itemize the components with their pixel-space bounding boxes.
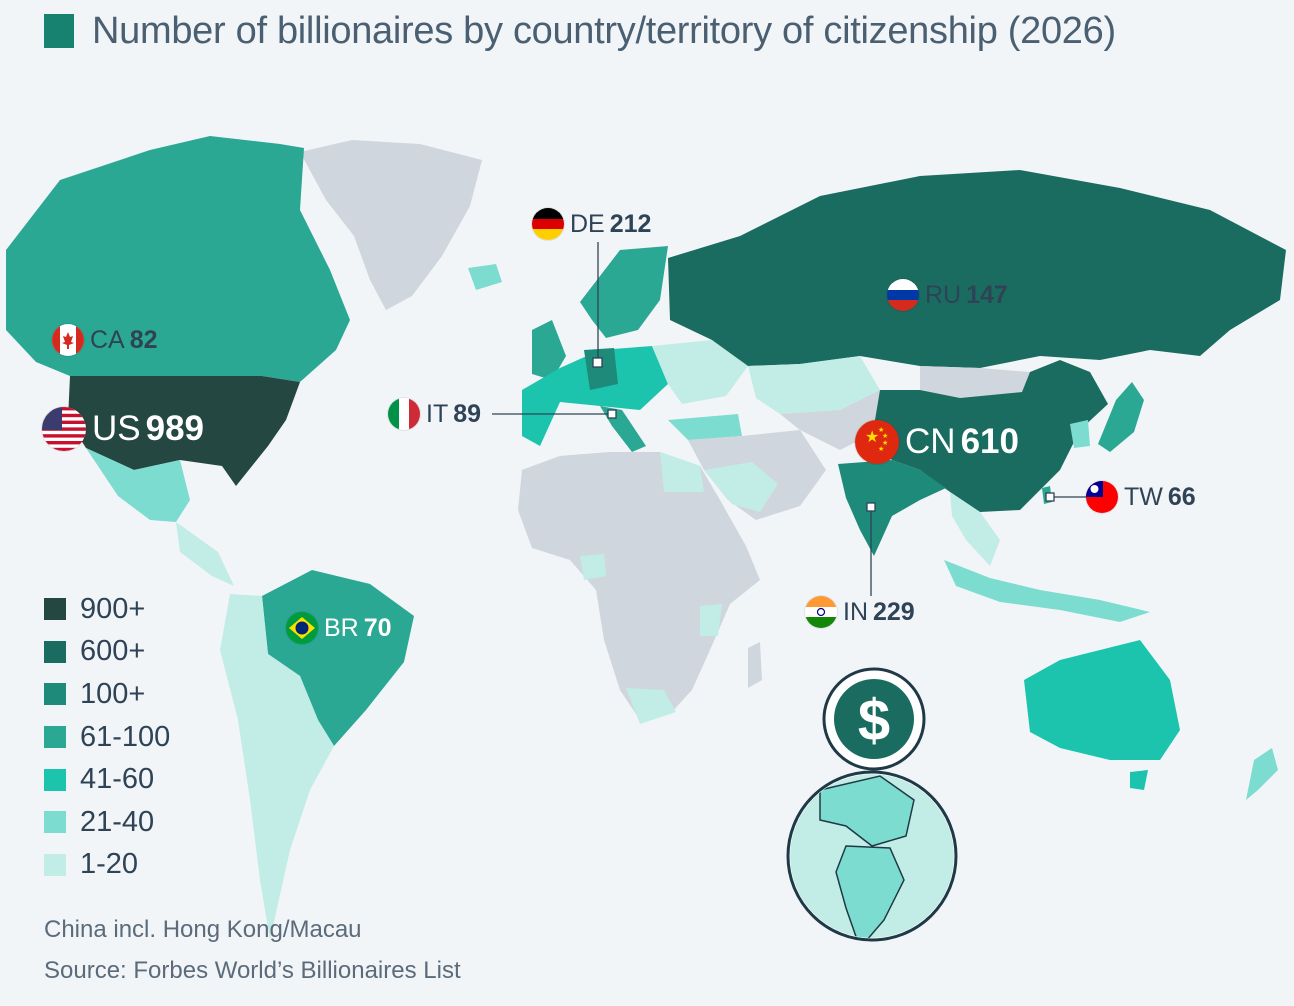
svg-text:★: ★ [882,432,888,440]
region-russia [668,170,1286,368]
region-scandinavia [580,246,668,338]
region-india [838,460,946,556]
region-australia [1024,640,1180,760]
country-label-ru: RU 147 [887,279,1008,311]
region-germany [584,348,618,390]
region-africa [518,452,760,720]
region-egypt [660,452,704,492]
svg-text:★: ★ [878,426,884,434]
legend-swatch [44,768,66,791]
region-kazakhstan [748,356,880,414]
region-turkey [668,414,742,440]
region-gulf [704,462,778,512]
country-label-it: IT 89 [388,398,481,430]
germany-flag-icon [532,208,564,240]
chart-title: Number of billionaires by country/territ… [92,10,1116,52]
legend-label: 41-60 [80,763,155,796]
dollar-globe-icon: $ [786,667,958,942]
region-madagascar [748,642,762,688]
region-south-america [220,594,334,940]
region-north-africa [522,452,704,492]
region-south-africa [626,688,676,724]
footnote: China incl. Hong Kong/Macau [44,916,362,943]
marker-de [592,357,603,368]
legend-label: 900+ [80,592,146,625]
region-eastern-europe [652,340,748,404]
italy-flag-icon [388,398,420,430]
legend-label: 1-20 [80,848,139,881]
region-southeast-asia [950,492,1000,566]
svg-text:★: ★ [865,427,879,446]
country-label-in: IN 229 [805,596,915,628]
region-nigeria [580,554,606,580]
region-usa [68,376,300,486]
country-label-us: US 989 [42,407,204,451]
legend: 900+ 600+ 100+ 61-100 41-60 21-40 1-20 [44,588,170,886]
title-accent-bar [44,14,74,48]
legend-item: 61-100 [44,716,170,759]
legend-swatch [44,811,66,834]
region-mexico [86,448,190,522]
svg-text:★: ★ [882,439,888,447]
region-korea [1070,420,1090,448]
region-iceland [468,264,502,290]
legend-item: 900+ [44,588,170,631]
country-label-cn: ★ ★ ★ ★ ★ CN 610 [855,420,1019,464]
legend-swatch [44,853,66,876]
china-flag-icon: ★ ★ ★ ★ ★ [855,420,899,464]
taiwan-flag-icon [1086,481,1118,513]
region-central-america [176,522,234,586]
country-label-br: BR 70 [286,612,392,644]
svg-text:$: $ [858,688,890,753]
canada-flag-icon [52,324,84,356]
country-label-de: DE 212 [532,208,651,240]
legend-swatch [44,683,66,706]
legend-swatch [44,726,66,749]
svg-text:★: ★ [878,445,884,453]
region-japan [1098,382,1144,452]
region-indonesia [944,560,1150,622]
region-new-zealand [1246,748,1278,800]
india-flag-icon [805,596,837,628]
region-east-africa [700,604,722,636]
legend-item: 1-20 [44,844,170,887]
legend-item: 41-60 [44,758,170,801]
legend-item: 100+ [44,673,170,716]
legend-label: 100+ [80,677,146,710]
region-greenland [300,140,482,310]
country-label-ca: CA 82 [52,324,158,356]
us-flag-icon [42,407,86,451]
legend-swatch [44,640,66,663]
legend-label: 600+ [80,635,146,668]
region-canada [6,136,350,382]
legend-swatch [44,598,66,621]
legend-label: 61-100 [80,720,171,753]
region-mongolia [920,366,1030,398]
marker-tw [1045,492,1055,502]
country-label-tw: TW 66 [1086,481,1196,513]
region-western-europe [522,346,668,446]
marker-in [866,502,876,512]
region-uk [532,320,566,380]
legend-item: 21-40 [44,801,170,844]
region-china [872,360,1108,512]
legend-label: 21-40 [80,805,155,838]
region-tasmania [1130,770,1148,790]
source-note: Source: Forbes World’s Billionaires List [44,957,461,984]
brazil-flag-icon [286,612,318,644]
russia-flag-icon [887,279,919,311]
region-italy [600,406,646,452]
legend-item: 600+ [44,631,170,674]
marker-it [607,409,617,419]
